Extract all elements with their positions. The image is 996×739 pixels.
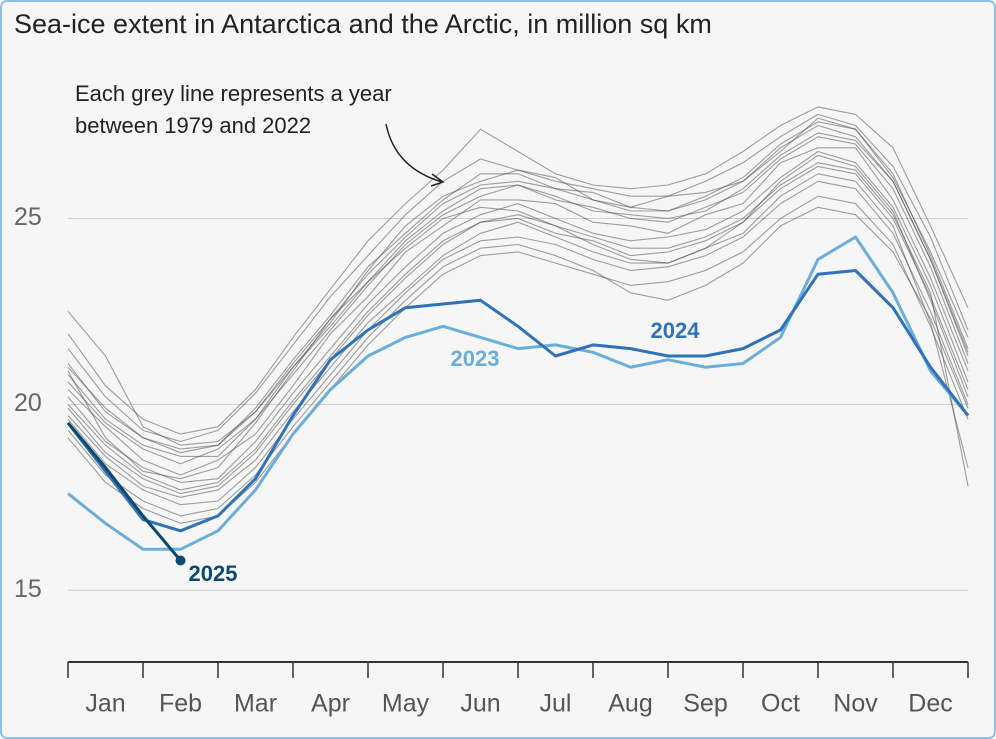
highlight-line (67, 235, 970, 551)
series-label: 2025 (189, 561, 238, 586)
series-label: 2024 (651, 318, 701, 343)
y-tick-label: 25 (14, 203, 42, 231)
y-tick-label: 20 (14, 389, 42, 417)
x-tick-label: Aug (608, 690, 652, 718)
highlight-line (66, 421, 182, 562)
grey-year-line (67, 117, 969, 446)
chart-title: Sea-ice extent in Antarctica and the Arc… (14, 9, 712, 39)
x-tick-label: Jan (85, 690, 125, 718)
x-tick-label: Nov (833, 690, 878, 718)
grey-year-line (67, 136, 969, 465)
grey-year-line (67, 150, 969, 483)
x-tick-label: Jul (540, 690, 572, 718)
x-tick-label: Sep (683, 690, 727, 718)
x-tick-label: Apr (311, 690, 350, 718)
grey-year-line (67, 206, 969, 517)
y-tick-label: 15 (14, 575, 42, 603)
annotation: Each grey line represents a year (75, 81, 392, 106)
grey-year-line (67, 173, 969, 498)
grey-year-line (67, 147, 969, 476)
x-tick-label: Mar (234, 690, 277, 718)
x-tick-label: Feb (159, 690, 202, 718)
grey-year-line (67, 106, 969, 435)
series-label: 2023 (451, 346, 500, 371)
highlight-line (66, 269, 970, 533)
x-tick-label: Dec (908, 690, 952, 718)
grey-year-line (67, 162, 969, 491)
x-tick-label: Oct (761, 690, 800, 718)
annotation: between 1979 and 2022 (75, 113, 311, 138)
grey-year-line (67, 180, 969, 506)
end-dot (175, 555, 186, 566)
x-tick-label: May (382, 690, 430, 718)
grey-year-line (67, 165, 969, 495)
x-tick-label: Jun (460, 690, 500, 718)
grey-year-line (67, 124, 969, 454)
grey-year-line (67, 154, 969, 480)
